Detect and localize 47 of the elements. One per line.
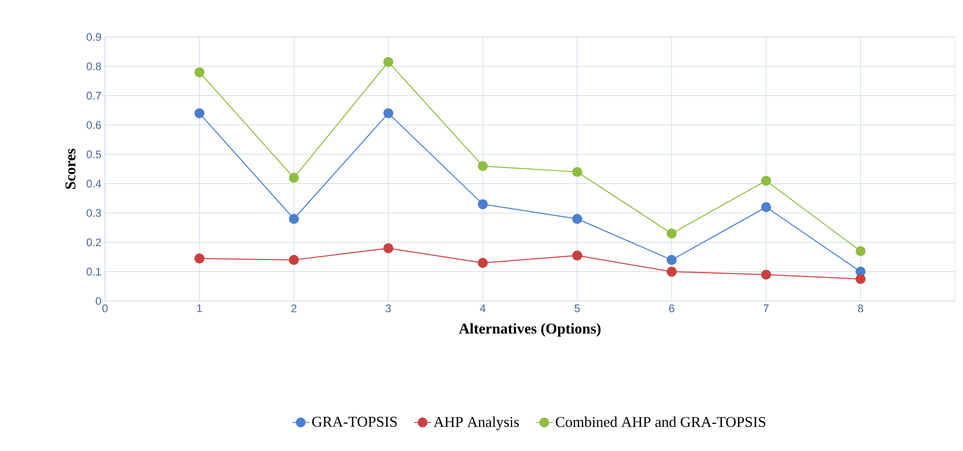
point — [288, 214, 299, 224]
point — [666, 266, 677, 277]
y-tick-label: 0.7 — [86, 92, 101, 100]
point — [383, 243, 394, 254]
y-axis-title: Scores — [65, 148, 76, 189]
point — [856, 274, 866, 284]
y-tick-label: 0.5 — [86, 150, 102, 158]
x-tick-label: 3 — [386, 304, 391, 312]
point — [288, 172, 299, 183]
point — [761, 202, 772, 212]
point — [478, 161, 488, 172]
point — [383, 108, 394, 118]
point — [478, 199, 488, 210]
x-tick-label: 8 — [858, 304, 864, 312]
y-tick-label: 0.6 — [86, 121, 101, 129]
point — [572, 166, 582, 177]
x-tick-label: 0 — [102, 304, 108, 312]
point — [666, 228, 677, 239]
y-tick-label: 0.1 — [86, 268, 101, 276]
legend-label: AHP Analysis — [434, 416, 519, 430]
point — [194, 253, 204, 264]
point — [288, 254, 299, 265]
x-tick-label: 5 — [574, 304, 580, 312]
x-tick-label: 4 — [480, 304, 486, 312]
point — [761, 270, 772, 280]
x-tick-label: 6 — [669, 304, 674, 312]
point — [383, 56, 394, 67]
point — [478, 258, 488, 268]
x-tick-label: 2 — [291, 304, 296, 312]
point — [761, 176, 772, 186]
legend-label: Combined AHP and GRA-TOPSIS — [556, 416, 766, 428]
x-tick-label: 7 — [764, 304, 769, 312]
y-tick-label: 0.9 — [86, 33, 101, 41]
y-tick-label: 0.4 — [86, 180, 102, 188]
x-tick-label: 1 — [197, 304, 202, 312]
y-tick-label: 0.8 — [86, 62, 101, 70]
point — [572, 214, 582, 224]
legend-label: GRA-TOPSIS — [312, 416, 397, 427]
x-axis-title: Alternatives (Options) — [458, 323, 601, 337]
y-tick-label: 0.3 — [86, 209, 101, 217]
point — [194, 108, 204, 118]
y-tick-label: 0 — [96, 297, 102, 305]
y-tick-label: 0.2 — [86, 238, 101, 246]
point — [194, 67, 204, 78]
point — [856, 246, 866, 256]
point — [572, 250, 582, 261]
point — [666, 254, 677, 265]
